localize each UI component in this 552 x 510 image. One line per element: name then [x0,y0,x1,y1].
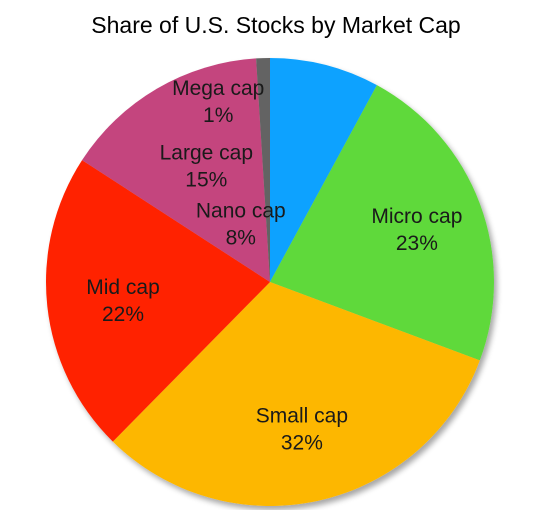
pie-slice-small-cap [112,282,480,507]
slice-name-label-large-cap: Large cap [160,142,253,165]
slice-value-label-nano-cap: 8% [226,227,256,250]
pie-slice-micro-cap [270,85,494,361]
chart-title: Share of U.S. Stocks by Market Cap [91,12,461,38]
slice-name-label-nano-cap: Nano cap [196,200,286,223]
pie-slice-large-cap [82,58,270,283]
slice-name-label-micro-cap: Micro cap [371,205,462,228]
slice-name-label-mid-cap: Mid cap [86,276,160,299]
slice-name-label-mega-cap: Mega cap [172,77,264,100]
slice-value-label-mega-cap: 1% [203,104,233,127]
pie-slice-mega-cap [256,57,270,282]
pie-slice-nano-cap [270,58,377,282]
slice-name-label-small-cap: Small cap [256,404,348,427]
pie-slice-mid-cap [45,160,271,442]
slice-value-label-mid-cap: 22% [102,303,144,326]
slice-value-label-micro-cap: 23% [396,232,438,255]
slice-value-label-small-cap: 32% [281,431,323,454]
slice-value-label-large-cap: 15% [185,169,227,192]
